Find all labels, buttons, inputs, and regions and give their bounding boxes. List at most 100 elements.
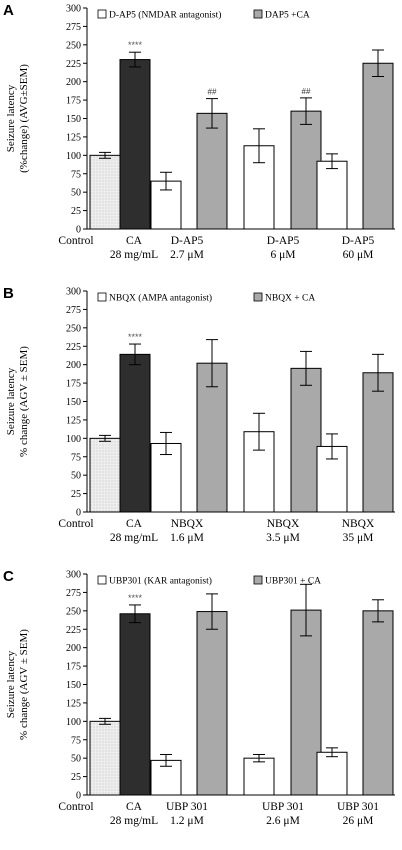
y-tick-label: 200 <box>66 77 81 88</box>
bar <box>119 59 151 230</box>
y-axis-label: Seizure latency <box>5 84 17 152</box>
y-tick-label: 0 <box>76 791 81 802</box>
x-tick-label: 28 mg/mL <box>110 249 158 261</box>
bar <box>89 437 121 513</box>
y-tick-label: 250 <box>66 40 81 51</box>
legend-label: DAP5 +CA <box>265 11 310 21</box>
x-tick-label: 26 μM <box>343 815 374 827</box>
bar <box>243 757 275 796</box>
x-tick-label: 1.2 μM <box>170 815 204 827</box>
legend-label: NBQX + CA <box>265 294 315 304</box>
legend-label: D-AP5 (NMDAR antagonist) <box>109 10 221 21</box>
y-tick-label: 225 <box>66 342 81 353</box>
y-tick-label: 300 <box>66 4 81 15</box>
legend-swatch <box>253 575 263 585</box>
y-tick-label: 300 <box>66 287 81 298</box>
y-tick-label: 250 <box>66 323 81 334</box>
bar <box>290 110 322 230</box>
y-tick-label: 150 <box>66 680 81 691</box>
y-tick-label: 50 <box>71 754 81 765</box>
y-tick-label: 150 <box>66 114 81 125</box>
bar <box>119 353 151 513</box>
x-tick-label: NBQX <box>342 518 375 530</box>
x-tick-label: 35 μM <box>343 532 374 544</box>
legend-swatch <box>253 9 263 19</box>
y-tick-label: 100 <box>66 717 81 728</box>
chart-panel-b: B 0 25 50 75 100 125 150 175 200 225 250 275 300 Seizu… <box>3 285 395 544</box>
y-tick-label: 125 <box>66 415 81 426</box>
x-tick-label: Control <box>58 518 93 530</box>
y-axis-label: (%change) (AVG±SEM) <box>18 64 30 173</box>
bar <box>362 372 394 513</box>
significance-marker: **** <box>128 593 143 603</box>
legend-swatch <box>97 292 107 302</box>
bar <box>316 160 348 230</box>
x-tick-label: 28 mg/mL <box>110 815 158 827</box>
x-tick-label: Control <box>58 801 93 813</box>
y-tick-label: 75 <box>71 169 81 180</box>
y-tick-label: 25 <box>71 772 81 783</box>
y-tick-label: 300 <box>66 570 81 581</box>
y-tick-label: 200 <box>66 643 81 654</box>
bar <box>196 611 228 796</box>
x-tick-label: UBP 301 <box>337 801 379 813</box>
y-tick-label: 175 <box>66 96 81 107</box>
x-tick-label: UBP 301 <box>262 801 304 813</box>
panel-letter: C <box>3 568 14 585</box>
bar <box>89 154 121 230</box>
x-tick-label: NBQX <box>171 518 204 530</box>
y-tick-label: 175 <box>66 379 81 390</box>
x-tick-label: D-AP5 <box>267 235 300 247</box>
y-axis-label: Seizure latency <box>5 650 17 718</box>
y-tick-label: 75 <box>71 735 81 746</box>
x-tick-label: 1.6 μM <box>170 532 204 544</box>
chart-panel-a: A 0 25 50 75 100 125 150 175 200 225 250 275 300 Seizu… <box>3 2 395 261</box>
y-tick-label: 275 <box>66 588 81 599</box>
x-tick-label: UBP 301 <box>166 801 208 813</box>
bar <box>316 751 348 796</box>
significance-marker: ## <box>208 88 217 97</box>
significance-marker: **** <box>128 332 143 342</box>
significance-marker: ## <box>302 87 311 96</box>
y-tick-label: 225 <box>66 59 81 70</box>
bar <box>196 112 228 230</box>
y-axis-label: Seizure latency <box>5 367 17 435</box>
panel-letter: A <box>3 2 14 19</box>
legend-label: NBQX (AMPA antagonist) <box>109 293 212 304</box>
bar <box>362 62 394 230</box>
x-tick-label: CA <box>126 235 143 247</box>
legend-swatch <box>253 292 263 302</box>
y-tick-label: 25 <box>71 489 81 500</box>
y-tick-label: 175 <box>66 662 81 673</box>
y-axis-label: % change (AGV ± SEM) <box>18 346 30 457</box>
x-tick-label: D-AP5 <box>342 235 375 247</box>
legend-label: UBP301 + CA <box>265 577 321 587</box>
legend-swatch <box>97 9 107 19</box>
y-tick-label: 25 <box>71 206 81 217</box>
panel-letter: B <box>3 285 14 302</box>
x-tick-label: 2.6 μM <box>266 815 300 827</box>
y-tick-label: 275 <box>66 305 81 316</box>
y-tick-label: 0 <box>76 508 81 519</box>
y-tick-label: 200 <box>66 360 81 371</box>
legend-swatch <box>97 575 107 585</box>
y-tick-label: 100 <box>66 434 81 445</box>
y-tick-label: 250 <box>66 606 81 617</box>
y-tick-label: 125 <box>66 698 81 709</box>
y-tick-label: 150 <box>66 397 81 408</box>
significance-marker: **** <box>128 40 143 50</box>
x-tick-label: 28 mg/mL <box>110 532 158 544</box>
x-tick-label: CA <box>126 518 143 530</box>
x-tick-label: D-AP5 <box>171 235 204 247</box>
x-tick-label: 60 μM <box>343 249 374 261</box>
bar <box>362 610 394 796</box>
x-tick-label: 6 μM <box>270 249 295 261</box>
y-tick-label: 75 <box>71 452 81 463</box>
chart-panel-c: C 0 25 50 75 100 125 150 175 200 225 250 275 300 Seizu… <box>3 568 395 827</box>
y-tick-label: 275 <box>66 22 81 33</box>
bar <box>290 609 322 796</box>
x-tick-label: Control <box>58 235 93 247</box>
bar <box>89 720 121 796</box>
y-tick-label: 50 <box>71 471 81 482</box>
